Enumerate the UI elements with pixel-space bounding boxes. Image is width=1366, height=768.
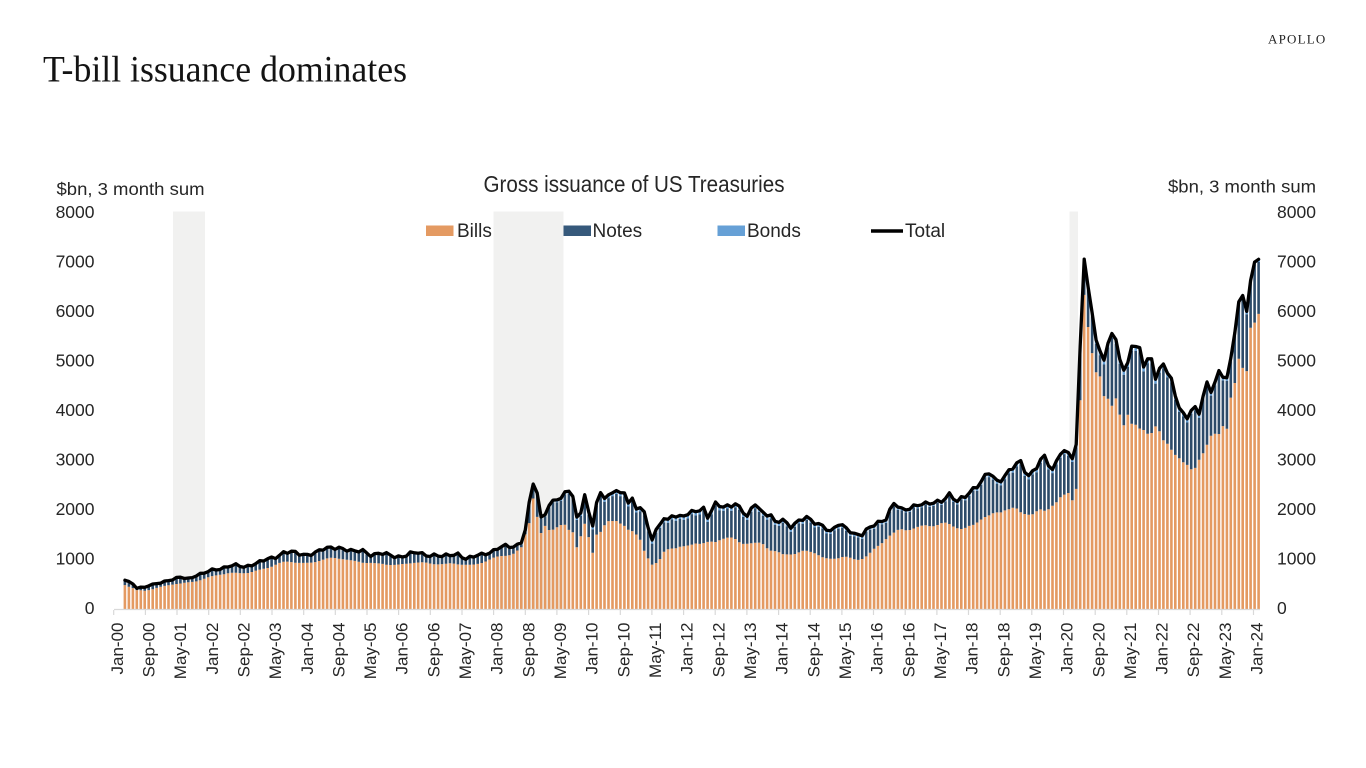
svg-text:Jan-06: Jan-06 (393, 623, 412, 675)
svg-text:5000: 5000 (1277, 350, 1316, 370)
svg-text:May-13: May-13 (741, 623, 760, 680)
svg-text:Jan-22: Jan-22 (1153, 623, 1172, 675)
svg-text:Sep-06: Sep-06 (424, 623, 443, 678)
svg-text:6000: 6000 (1277, 301, 1316, 321)
svg-text:T-bill issuance dominates: T-bill issuance dominates (43, 50, 407, 91)
svg-text:Sep-02: Sep-02 (234, 623, 253, 678)
svg-text:Sep-18: Sep-18 (994, 623, 1013, 678)
svg-text:Sep-14: Sep-14 (804, 623, 823, 678)
svg-text:2000: 2000 (1277, 499, 1316, 519)
svg-text:May-15: May-15 (836, 623, 855, 680)
svg-text:May-21: May-21 (1121, 623, 1140, 680)
svg-text:Jan-18: Jan-18 (963, 623, 982, 675)
svg-text:0: 0 (85, 598, 95, 618)
svg-text:May-07: May-07 (456, 623, 475, 680)
svg-text:May-11: May-11 (646, 623, 665, 678)
svg-text:APOLLO: APOLLO (1268, 32, 1326, 47)
svg-text:Sep-16: Sep-16 (899, 623, 918, 678)
svg-text:Sep-08: Sep-08 (519, 623, 538, 678)
svg-text:Jan-10: Jan-10 (583, 623, 602, 675)
svg-text:Gross issuance of US Treasurie: Gross issuance of US Treasuries (484, 171, 785, 197)
svg-text:May-05: May-05 (361, 623, 380, 680)
svg-text:Jan-00: Jan-00 (108, 623, 127, 675)
svg-text:2000: 2000 (56, 499, 95, 519)
svg-text:8000: 8000 (1277, 202, 1316, 222)
svg-text:May-01: May-01 (171, 623, 190, 680)
svg-text:4000: 4000 (56, 400, 95, 420)
svg-text:Jan-24: Jan-24 (1248, 623, 1267, 675)
svg-text:7000: 7000 (56, 251, 95, 271)
svg-text:0: 0 (1277, 598, 1287, 618)
svg-text:Bonds: Bonds (747, 221, 801, 242)
svg-text:1000: 1000 (56, 548, 95, 568)
svg-text:Notes: Notes (593, 221, 643, 242)
svg-text:Jan-08: Jan-08 (488, 623, 507, 675)
svg-text:1000: 1000 (1277, 548, 1316, 568)
svg-text:Sep-00: Sep-00 (140, 623, 159, 678)
svg-text:Jan-04: Jan-04 (298, 623, 317, 675)
svg-text:Sep-12: Sep-12 (709, 623, 728, 678)
svg-text:6000: 6000 (56, 301, 95, 321)
svg-text:Sep-04: Sep-04 (329, 623, 348, 678)
svg-text:Bills: Bills (457, 221, 492, 242)
svg-text:8000: 8000 (56, 202, 95, 222)
svg-text:4000: 4000 (1277, 400, 1316, 420)
svg-text:May-03: May-03 (266, 623, 285, 680)
svg-text:Jan-14: Jan-14 (773, 623, 792, 675)
svg-text:3000: 3000 (1277, 449, 1316, 469)
svg-text:May-09: May-09 (551, 623, 570, 680)
svg-text:Jan-12: Jan-12 (678, 623, 697, 675)
svg-text:5000: 5000 (56, 350, 95, 370)
svg-text:$bn, 3 month sum: $bn, 3 month sum (57, 179, 205, 199)
svg-text:May-19: May-19 (1026, 623, 1045, 680)
svg-text:Sep-20: Sep-20 (1089, 623, 1108, 678)
svg-text:Total: Total (905, 221, 945, 242)
svg-text:Sep-22: Sep-22 (1184, 623, 1203, 678)
svg-text:Jan-02: Jan-02 (203, 623, 222, 675)
svg-text:$bn, 3 month sum: $bn, 3 month sum (1168, 177, 1316, 197)
svg-text:Jan-20: Jan-20 (1058, 623, 1077, 675)
svg-text:3000: 3000 (56, 449, 95, 469)
svg-text:Sep-10: Sep-10 (614, 623, 633, 678)
svg-text:Jan-16: Jan-16 (868, 623, 887, 675)
svg-text:7000: 7000 (1277, 251, 1316, 271)
svg-text:May-23: May-23 (1216, 623, 1235, 680)
svg-text:May-17: May-17 (931, 623, 950, 680)
